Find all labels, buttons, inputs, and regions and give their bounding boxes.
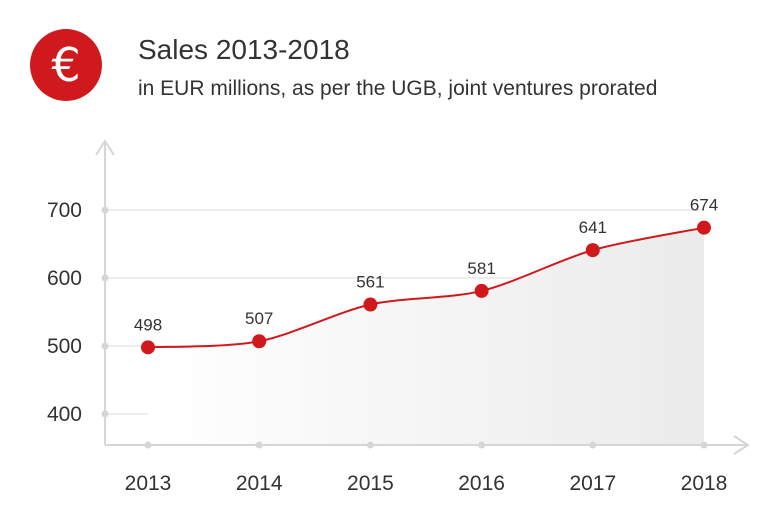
y-tick-label: 700 [47,199,82,222]
x-tick-dot [144,441,152,449]
data-label: 498 [134,315,162,334]
data-label: 561 [356,273,384,292]
y-tick-label: 600 [47,267,82,290]
x-tick-label: 2014 [236,472,283,495]
data-label: 507 [245,309,273,328]
x-tick-dot [366,441,374,449]
data-label: 674 [690,196,718,215]
y-tick-dot [101,206,109,214]
x-tick-label: 2018 [681,472,728,495]
data-point [474,283,489,298]
data-point [252,334,267,349]
x-axis-arrow [733,435,750,455]
data-point [585,243,600,258]
chart-title: Sales 2013-2018 [138,34,350,65]
area-fill [148,227,704,445]
x-tick-dot [478,441,486,449]
y-tick-dot [101,274,109,282]
data-label: 581 [467,259,495,278]
data-point [363,297,378,312]
y-tick-label: 500 [47,335,82,358]
x-tick-label: 2015 [347,472,394,495]
series-line [147,226,705,349]
y-tick-label: 400 [47,403,82,426]
y-tick-dot [101,342,109,350]
x-tick-dot [589,441,597,449]
x-tick-label: 2017 [569,472,616,495]
x-tick-dot [700,441,708,449]
x-tick-label: 2016 [458,472,505,495]
y-axis-arrow [95,139,115,156]
y-tick-dot [101,410,109,418]
data-point [697,220,711,235]
x-tick-label: 2013 [125,472,172,495]
data-point [141,340,155,355]
chart-subtitle: in EUR millions, as per the UGB, joint v… [138,77,658,100]
x-tick-dot [255,441,263,449]
euro-icon: € [30,29,102,101]
data-label: 641 [579,218,607,237]
